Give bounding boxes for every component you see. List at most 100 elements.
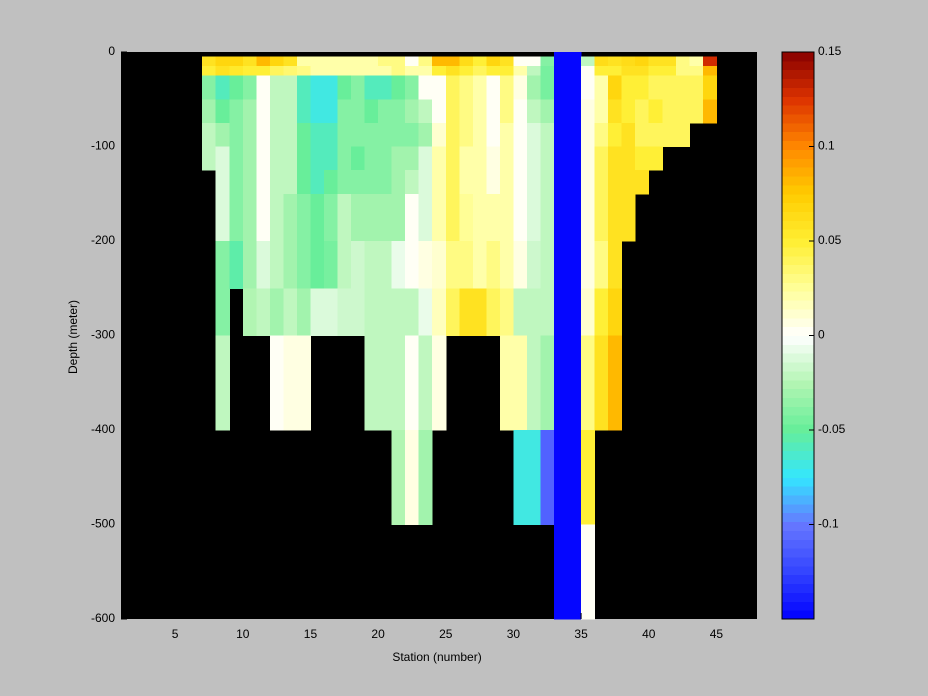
x-tick-label: 35: [574, 627, 588, 641]
heatmap-cell: [567, 66, 582, 77]
heatmap-cell: [554, 241, 569, 289]
heatmap-cell: [242, 193, 257, 242]
heatmap-cell: [283, 170, 298, 195]
heatmap-cell: [486, 56, 501, 67]
heatmap-cell: [256, 99, 271, 124]
heatmap-cell: [296, 170, 311, 195]
heatmap-cell: [472, 146, 487, 171]
heatmap-cell: [621, 193, 636, 242]
heatmap-cell: [662, 56, 677, 67]
colorbar-segment: [782, 530, 814, 540]
heatmap-cell: [608, 75, 623, 100]
heatmap-cell: [499, 146, 514, 171]
heatmap-cell: [283, 75, 298, 100]
heatmap-cell: [540, 66, 555, 77]
heatmap-cell: [215, 75, 230, 100]
y-tick-label: -500: [91, 517, 115, 531]
heatmap-cell: [486, 193, 501, 242]
heatmap-cell: [229, 66, 244, 77]
colorbar-segment: [782, 52, 814, 62]
heatmap-cell: [337, 99, 352, 124]
heatmap-cell: [648, 146, 663, 171]
heatmap-cell: [459, 122, 474, 147]
heatmap-cell: [364, 99, 379, 124]
heatmap-cell: [648, 56, 663, 67]
heatmap-cell: [554, 52, 569, 58]
heatmap-cell: [351, 66, 366, 77]
heatmap-cell: [675, 56, 690, 67]
heatmap-cell: [554, 146, 569, 171]
x-tick-label: 30: [507, 627, 521, 641]
heatmap-cell: [526, 75, 541, 100]
heatmap-cell: [256, 241, 271, 289]
heatmap-cell: [364, 335, 379, 431]
colorbar-tick-label: 0.05: [818, 233, 842, 247]
heatmap-cell: [635, 75, 650, 100]
heatmap-cell: [269, 335, 284, 431]
heatmap-cell: [391, 122, 406, 147]
heatmap-cell: [405, 170, 420, 195]
heatmap-cell: [581, 146, 596, 171]
heatmap-cell: [526, 193, 541, 242]
heatmap-cell: [594, 193, 609, 242]
heatmap-cell: [256, 146, 271, 171]
heatmap-cell: [418, 122, 433, 147]
heatmap-cell: [323, 66, 339, 77]
heatmap-cell: [256, 75, 271, 100]
heatmap-cell: [310, 66, 325, 77]
heatmap-cell: [215, 170, 230, 195]
heatmap-cell: [323, 241, 339, 289]
heatmap-cell: [486, 66, 501, 77]
heatmap-cell: [581, 430, 596, 525]
heatmap-cell: [702, 56, 717, 67]
heatmap-cell: [445, 146, 460, 171]
y-tick-label: 0: [108, 44, 115, 58]
colorbar-segment: [782, 69, 814, 80]
heatmap-cell: [242, 56, 257, 67]
heatmap-cell: [202, 122, 217, 147]
heatmap-cell: [594, 99, 609, 124]
heatmap-cell: [310, 241, 325, 289]
heatmap-cell: [459, 75, 474, 100]
heatmap-cell: [513, 241, 528, 289]
heatmap-cell: [581, 241, 596, 289]
heatmap-cell: [662, 66, 677, 77]
colorbar-segment: [782, 105, 814, 115]
heatmap-cell: [486, 122, 501, 147]
colorbar-segment: [782, 477, 814, 487]
heatmap-cell: [296, 66, 311, 77]
heatmap-cell: [269, 66, 284, 77]
heatmap-cell: [351, 56, 366, 67]
heatmap-cell: [445, 170, 460, 195]
heatmap-cell: [540, 56, 555, 67]
colorbar-segment: [782, 211, 814, 221]
heatmap-cell: [418, 288, 433, 336]
colorbar-segment: [782, 149, 814, 159]
heatmap-cell: [229, 75, 244, 100]
heatmap-cell: [215, 241, 230, 289]
heatmap-cell: [391, 193, 406, 242]
heatmap-cell: [378, 66, 393, 77]
heatmap-cell: [445, 288, 460, 336]
heatmap-cell: [526, 122, 541, 147]
heatmap-cell: [202, 56, 217, 67]
heatmap-cell: [554, 430, 569, 525]
heatmap-cell: [229, 99, 244, 124]
heatmap-cell: [608, 170, 623, 195]
heatmap-cell: [472, 75, 487, 100]
y-tick-label: -200: [91, 233, 115, 247]
heatmap-cell: [635, 66, 650, 77]
heatmap-cell: [594, 75, 609, 100]
heatmap-cell: [702, 75, 717, 100]
colorbar-tick-label: -0.1: [818, 517, 839, 531]
colorbar-segment: [782, 308, 814, 319]
heatmap-cell: [554, 170, 569, 195]
heatmap-cell: [648, 66, 663, 77]
heatmap-cell: [635, 146, 650, 171]
heatmap-cell: [283, 335, 298, 431]
heatmap-cell: [310, 193, 325, 242]
heatmap-cell: [526, 288, 541, 336]
colorbar-segment: [782, 291, 814, 301]
heatmap-cell: [283, 99, 298, 124]
